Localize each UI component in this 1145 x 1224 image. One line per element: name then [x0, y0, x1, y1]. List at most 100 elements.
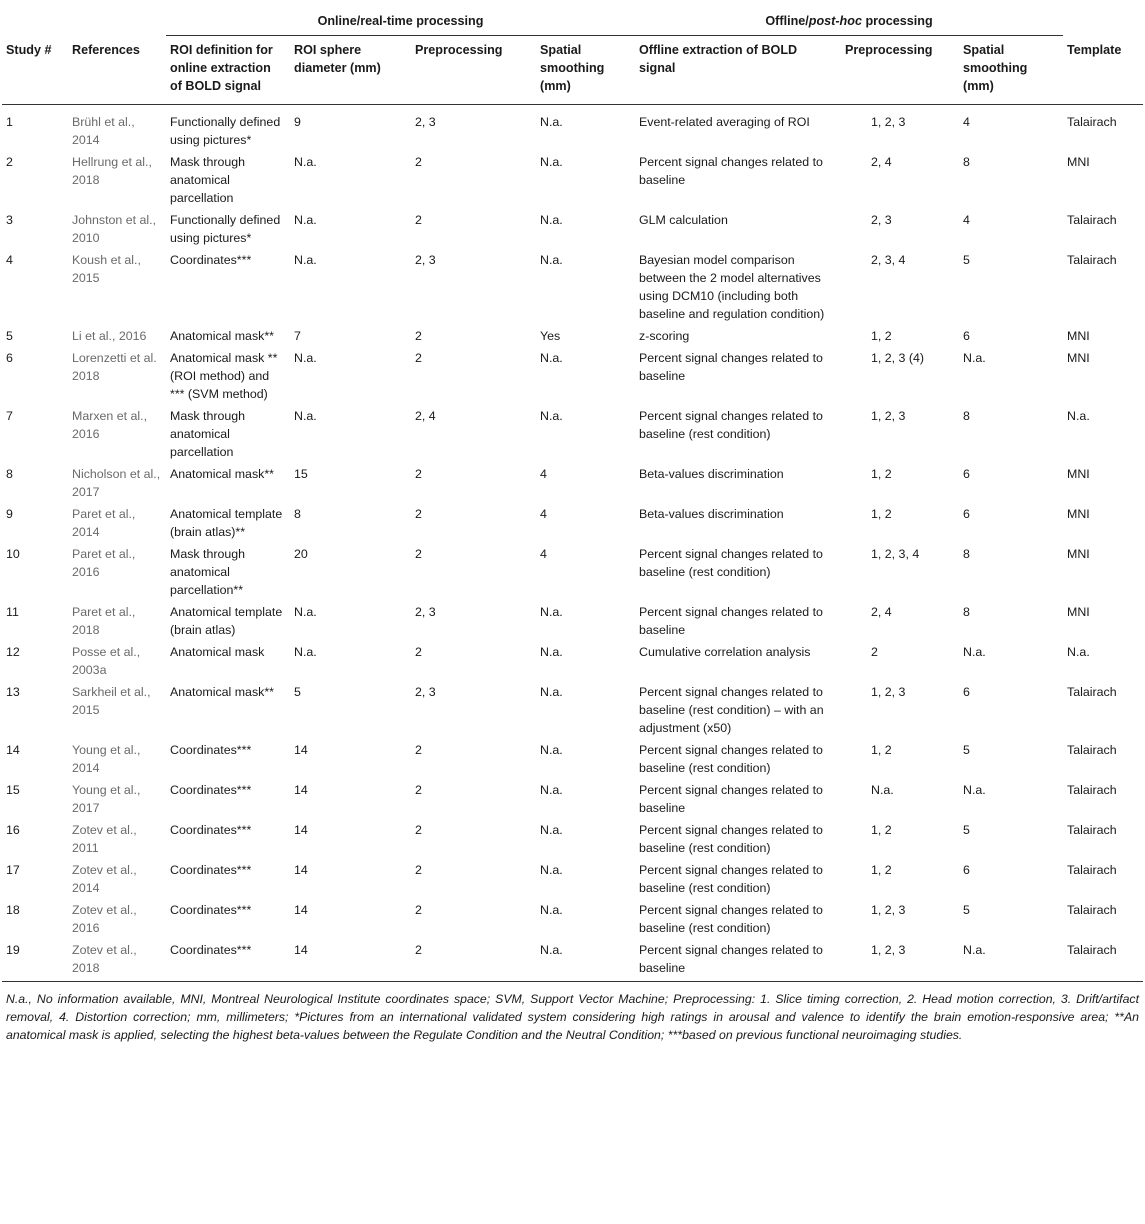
group-header-online: Online/real-time processing: [166, 0, 635, 36]
table-cell: Percent signal changes related to baseli…: [639, 863, 823, 895]
table-cell: Posse et al., 2003a: [72, 645, 141, 677]
table-cell: MNI: [1067, 547, 1090, 561]
table-cell: Anatomical mask: [170, 645, 265, 659]
table-cell: Talairach: [1067, 783, 1117, 797]
table-cell: Percent signal changes related to baseli…: [639, 351, 823, 383]
table-cell: 15: [294, 467, 308, 481]
table-cell: Mask through anatomical parcellation: [170, 409, 246, 459]
table-cell: 8: [963, 547, 970, 561]
table-cell: 8: [294, 507, 301, 521]
table-cell: 8: [963, 409, 970, 423]
table-cell: Functionally defined using pictures*: [170, 115, 281, 147]
table-cell: N.a.: [540, 783, 563, 797]
table-cell: MNI: [1067, 329, 1090, 343]
table-cell: N.a.: [540, 155, 563, 169]
table-cell: Anatomical mask**: [170, 467, 274, 481]
column-header: Study #: [6, 42, 52, 57]
table-cell: 4: [963, 213, 970, 227]
table-cell: MNI: [1067, 467, 1090, 481]
table-cell: 2, 4: [871, 155, 892, 169]
table-cell: 2: [415, 783, 422, 797]
table-cell: Zotev et al., 2011: [72, 823, 137, 855]
table-cell: 14: [294, 823, 308, 837]
table-cell: Koush et al., 2015: [72, 253, 141, 285]
table-cell: Cumulative correlation analysis: [639, 645, 811, 659]
table-cell: N.a.: [1067, 645, 1090, 659]
table-cell: Brühl et al., 2014: [72, 115, 135, 147]
table-cell: Coordinates***: [170, 253, 252, 267]
table-cell: 2, 3, 4: [871, 253, 906, 267]
table-cell: 6: [6, 351, 13, 365]
table-cell: 15: [6, 783, 20, 797]
table-cell: N.a.: [294, 645, 317, 659]
table-cell: Yes: [540, 329, 561, 343]
table-cell: Anatomical template (brain atlas)**: [170, 507, 283, 539]
table-cell: Percent signal changes related to baseli…: [639, 547, 823, 579]
table-cell: 1: [6, 115, 13, 129]
table-cell: N.a.: [294, 213, 317, 227]
table-cell: Talairach: [1067, 685, 1117, 699]
table-cell: Coordinates***: [170, 943, 252, 957]
table-cell: 2, 3: [415, 605, 436, 619]
table-cell: 6: [963, 863, 970, 877]
table-cell: 2, 3: [415, 115, 436, 129]
table-cell: Coordinates***: [170, 863, 252, 877]
table-cell: 2: [415, 213, 422, 227]
table-cell: N.a.: [871, 783, 894, 797]
table-cell: 2: [6, 155, 13, 169]
table-cell: Johnston et al., 2010: [72, 213, 157, 245]
table-row: 13 Sarkheil et al., 2015 Anatomical mask**…: [2, 683, 1143, 741]
table-cell: 1, 2, 3, 4: [871, 547, 920, 561]
table-cell: 2: [415, 903, 422, 917]
table-cell: 2: [415, 863, 422, 877]
table-cell: 4: [963, 115, 970, 129]
table-cell: 1, 2, 3: [871, 685, 906, 699]
table-footnote: N.a., No information available, MNI, Mon…: [6, 992, 1139, 1042]
column-header: Spatial smoothing (mm): [540, 43, 605, 93]
table-row: 1 Brühl et al., 2014 Functionally defined …: [2, 105, 1143, 154]
table-cell: 1, 2, 3: [871, 943, 906, 957]
column-header: Spatial smoothing (mm): [963, 43, 1028, 93]
table-cell: Anatomical template (brain atlas): [170, 605, 283, 637]
group-header-offline: Offline/post-hoc processing: [635, 0, 1064, 36]
table-row: 18 Zotev et al., 2016 Coordinates*** 14 2 N.a…: [2, 901, 1143, 941]
table-cell: 1, 2: [871, 823, 892, 837]
table-cell: Beta-values discrimination: [639, 467, 784, 481]
table-cell: 2, 3: [415, 685, 436, 699]
table-cell: Marxen et al., 2016: [72, 409, 148, 441]
table-cell: Mask through anatomical parcellation: [170, 155, 246, 205]
table-cell: MNI: [1067, 155, 1090, 169]
table-cell: Percent signal changes related to baseli…: [639, 823, 823, 855]
table-cell: Coordinates***: [170, 743, 252, 757]
table-cell: Percent signal changes related to baseli…: [639, 783, 823, 815]
table-cell: N.a.: [1067, 409, 1090, 423]
table-cell: 8: [6, 467, 13, 481]
table-cell: N.a.: [540, 351, 563, 365]
table-cell: Mask through anatomical parcellation**: [170, 547, 246, 597]
table-row: 17 Zotev et al., 2014 Coordinates*** 14 2 N.a…: [2, 861, 1143, 901]
table-cell: 2: [871, 645, 878, 659]
table-cell: N.a.: [963, 645, 986, 659]
table-row: 5 Li et al., 2016 Anatomical mask** 7 2 Yes z-…: [2, 327, 1143, 349]
table-cell: 2: [415, 155, 422, 169]
table-cell: 4: [540, 547, 547, 561]
table-cell: Percent signal changes related to baseli…: [639, 685, 824, 735]
table-cell: 2: [415, 547, 422, 561]
table-cell: Beta-values discrimination: [639, 507, 784, 521]
table-cell: 16: [6, 823, 20, 837]
table-cell: N.a.: [294, 605, 317, 619]
table-row: 8 Nicholson et al., 2017 Anatomical mask**…: [2, 465, 1143, 505]
table-cell: N.a.: [540, 253, 563, 267]
table-cell: 5: [963, 903, 970, 917]
table-cell: 5: [294, 685, 301, 699]
table-cell: MNI: [1067, 507, 1090, 521]
table-cell: N.a.: [540, 213, 563, 227]
table-cell: N.a.: [294, 351, 317, 365]
table-cell: N.a.: [963, 943, 986, 957]
table-cell: N.a.: [540, 685, 563, 699]
table-cell: 4: [540, 507, 547, 521]
table-cell: 2, 4: [415, 409, 436, 423]
table-cell: N.a.: [294, 155, 317, 169]
table-cell: Percent signal changes related to baseli…: [639, 903, 823, 935]
table-cell: Event-related averaging of ROI: [639, 115, 810, 129]
